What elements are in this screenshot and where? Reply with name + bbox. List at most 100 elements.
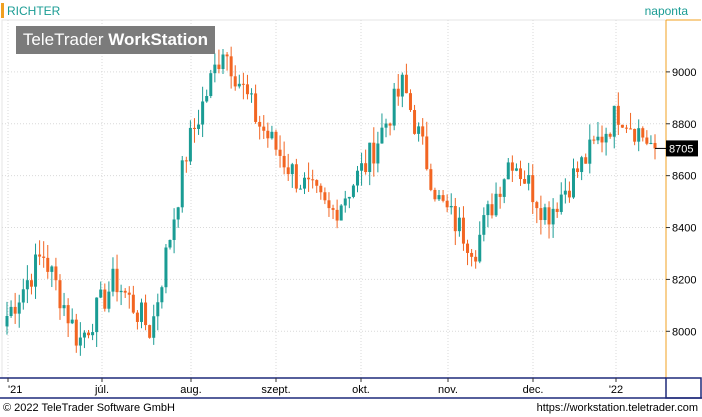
x-tick-label: '21	[8, 384, 22, 396]
candle-body	[319, 185, 323, 193]
candle-body	[103, 289, 107, 309]
candles	[5, 46, 657, 356]
candle-body	[62, 305, 66, 309]
x-tick-label: '22	[609, 384, 623, 396]
candle-body	[355, 170, 359, 186]
axis-corner	[665, 377, 702, 399]
y-tick-label: 8800	[672, 119, 696, 131]
candle-body	[148, 325, 152, 338]
candle-body	[294, 164, 298, 189]
candle-body	[250, 93, 254, 95]
candle-body	[384, 123, 388, 128]
candle-body	[498, 193, 502, 197]
candle-body	[303, 177, 307, 189]
candle-body	[523, 179, 527, 184]
candle-body	[229, 56, 233, 77]
candle-body	[168, 239, 172, 248]
y-tick-label: 8200	[672, 274, 696, 286]
candle-body	[486, 204, 490, 216]
candle-body	[620, 124, 624, 128]
candle-body	[184, 160, 188, 162]
candle-body	[254, 93, 258, 122]
candle-body	[131, 294, 135, 313]
candle-body	[563, 190, 567, 195]
candle-body	[555, 208, 559, 212]
candle-body	[441, 195, 445, 201]
candle-body	[54, 266, 58, 281]
candle-body	[278, 149, 282, 156]
candle-body	[119, 290, 123, 293]
candle-body	[376, 143, 380, 164]
candle-body	[307, 177, 311, 180]
candle-body	[490, 204, 494, 216]
candle-body	[111, 268, 115, 292]
candle-body	[70, 319, 74, 324]
candle-body	[453, 206, 457, 232]
candle-body	[417, 126, 421, 134]
candle-body	[274, 131, 278, 150]
candle-body	[192, 127, 196, 129]
candle-body	[205, 96, 209, 102]
candle-body	[107, 291, 111, 309]
candle-body	[241, 83, 245, 85]
x-tick-label: szept.	[261, 384, 290, 396]
y-tick-label: 9000	[672, 67, 696, 79]
candle-body	[551, 208, 555, 225]
candle-body	[78, 337, 82, 346]
candle-body	[99, 289, 103, 298]
candle-body	[470, 252, 474, 257]
candle-body	[160, 287, 164, 303]
candle-body	[588, 139, 592, 164]
candle-body	[144, 302, 148, 326]
candle-body	[74, 319, 78, 346]
candle-body	[245, 84, 249, 95]
candle-body	[649, 142, 653, 144]
candle-body	[217, 64, 221, 70]
candle-body	[221, 54, 225, 70]
x-tick-label: nov.	[438, 384, 458, 396]
candle-body	[494, 193, 498, 216]
series-color-marker	[1, 3, 4, 18]
candle-body	[539, 208, 543, 221]
y-tick-label: 8400	[672, 223, 696, 235]
copyright-text: © 2022 TeleTrader Software GmbH	[3, 402, 175, 414]
candle-body	[282, 155, 286, 168]
candle-body	[127, 292, 131, 295]
candle-body	[139, 302, 143, 322]
candle-body	[372, 142, 376, 164]
candle-body	[50, 266, 54, 272]
candle-body	[457, 217, 461, 232]
candle-body	[616, 105, 620, 125]
candle-body	[82, 332, 86, 338]
candle-body	[600, 136, 604, 143]
candle-body	[9, 306, 13, 316]
candle-body	[262, 126, 266, 131]
candle-body	[404, 74, 408, 94]
candle-body	[547, 207, 551, 225]
candle-body	[571, 168, 575, 198]
y-axis: 9000 8800 8600 8400 8200 8000 8705	[655, 19, 702, 399]
candle-body	[25, 280, 29, 290]
candle-body	[429, 169, 433, 190]
source-url[interactable]: https://workstation.teletrader.com	[536, 402, 698, 414]
candle-body	[343, 198, 347, 206]
period-label[interactable]: naponta	[644, 4, 688, 18]
candle-body	[225, 54, 229, 57]
candle-body	[156, 302, 160, 317]
candle-body	[237, 83, 241, 87]
candle-body	[201, 101, 205, 125]
candle-body	[347, 196, 351, 199]
candle-body	[633, 128, 637, 142]
candle-body	[466, 243, 470, 253]
last-price-label: 8705	[669, 143, 693, 155]
candle-body	[514, 168, 518, 171]
candle-body	[596, 136, 600, 141]
candle-body	[580, 157, 584, 173]
x-tick-label: dec.	[523, 384, 544, 396]
candle-body	[461, 217, 465, 244]
candle-body	[380, 127, 384, 144]
candle-body	[502, 179, 506, 197]
candle-body	[567, 190, 571, 198]
watermark-bold: WorkStation	[108, 30, 209, 49]
